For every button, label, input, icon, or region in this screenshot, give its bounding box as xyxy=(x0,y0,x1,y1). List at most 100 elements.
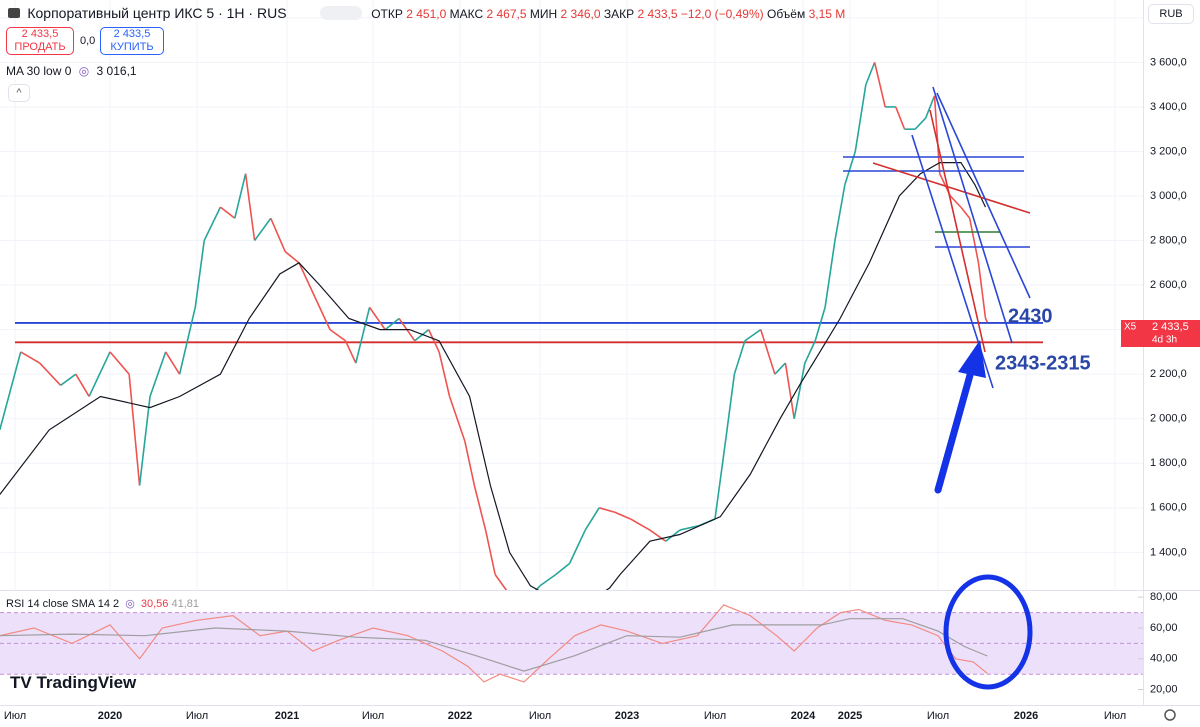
price-segment xyxy=(744,328,762,342)
trend-line xyxy=(932,86,1013,344)
price-segment xyxy=(895,106,906,130)
header-row: Корпоративный центр ИКС 5 · 1H · RUS ОТК… xyxy=(8,5,845,21)
arrow xyxy=(934,340,986,494)
price-segment xyxy=(555,562,571,576)
x-tick-label: 2023 xyxy=(615,710,639,722)
price-segment xyxy=(494,574,508,590)
y-tick-label: 40,00 xyxy=(1150,653,1178,665)
sell-price: 2 433,5 xyxy=(21,28,59,40)
price-segment xyxy=(75,373,90,397)
arrow-shaft xyxy=(934,364,976,494)
price-segment xyxy=(298,262,316,297)
price-segment xyxy=(203,206,222,241)
open-label: ОТКР xyxy=(371,7,403,21)
price-segment xyxy=(968,218,980,263)
price-segment xyxy=(355,307,371,364)
y-tick-label: 80,00 xyxy=(1150,591,1178,603)
price-segment xyxy=(234,173,247,219)
price-segment xyxy=(329,328,346,342)
rsi-icon[interactable]: ◎ xyxy=(125,598,135,610)
price-segment xyxy=(219,206,236,219)
status-pill[interactable] xyxy=(319,6,362,20)
y-tick-label: 3 400,0 xyxy=(1150,101,1187,113)
price-segment xyxy=(949,195,962,208)
price-segment xyxy=(960,206,971,219)
price-segment xyxy=(733,340,746,375)
y-tick-label: 3 600,0 xyxy=(1150,56,1187,68)
volume: 3,15 M xyxy=(808,7,846,21)
price-segment xyxy=(568,529,586,564)
price-segment xyxy=(427,329,440,353)
price-segment xyxy=(109,351,130,375)
change: −12,0 (−0,49%) xyxy=(680,7,764,21)
x-tick-label: Июл xyxy=(186,710,208,722)
ma-icon[interactable]: ◎ xyxy=(78,64,90,78)
trend-line xyxy=(929,109,986,353)
highlight-ellipse xyxy=(943,574,1033,690)
y-tick-label: 20,00 xyxy=(1150,684,1178,696)
price-segment xyxy=(774,362,786,375)
series-line xyxy=(0,162,987,590)
y-tick-label: 3 000,0 xyxy=(1150,190,1187,202)
price-segment xyxy=(630,518,651,531)
ma-value: 3 016,1 xyxy=(96,64,137,78)
price-segment xyxy=(178,307,197,375)
buy-label: КУПИТЬ xyxy=(110,41,154,53)
price-segment xyxy=(814,307,826,341)
price-segment xyxy=(539,573,557,587)
series-line xyxy=(0,604,988,683)
sell-button[interactable]: 2 433,5 ПРОДАТЬ xyxy=(6,27,74,55)
y-tick-label: 2 600,0 xyxy=(1150,279,1187,291)
ma-name: MA 30 low 0 xyxy=(6,64,72,78)
logo: ⁠TV TradingView xyxy=(10,673,137,692)
price-segment xyxy=(834,184,846,241)
tag-price: 2 433,5 xyxy=(1152,321,1189,333)
y-tick-label: 2 000,0 xyxy=(1150,413,1187,425)
symbol: Корпоративный центр ИКС 5 · 1H · RUS xyxy=(27,5,287,21)
price-segment xyxy=(384,317,400,331)
price-segment xyxy=(793,362,806,419)
price-segment xyxy=(414,329,430,342)
price-segment xyxy=(854,84,867,152)
price-segment xyxy=(914,117,927,130)
y-tick-label: 2 800,0 xyxy=(1150,234,1187,246)
currency-button[interactable]: RUB xyxy=(1148,4,1194,24)
logo-text: TradingView xyxy=(36,673,137,692)
arrow-head xyxy=(958,340,986,378)
y-tick-label: 1 800,0 xyxy=(1150,457,1187,469)
ma-legend: MA 30 low 0 ◎ 3 016,1 xyxy=(6,64,137,78)
price-segment xyxy=(584,507,600,531)
buy-button[interactable]: 2 433,5 КУПИТЬ xyxy=(100,27,164,55)
price-segment xyxy=(448,396,466,442)
price-segment xyxy=(473,485,487,531)
x-tick-label: 2024 xyxy=(791,710,816,722)
price-segment xyxy=(824,240,836,308)
symbol-icon xyxy=(8,8,20,18)
collapse-button[interactable]: ^ xyxy=(8,84,30,102)
close: 2 433,5 xyxy=(637,7,678,21)
price-segment xyxy=(924,95,936,119)
low-label: МИН xyxy=(529,7,558,21)
rsi-title: RSI 14 close SMA 14 2 xyxy=(6,598,120,610)
high: 2 467,5 xyxy=(486,7,527,21)
price-segment xyxy=(865,62,876,85)
price-segment xyxy=(679,524,700,531)
price-segment xyxy=(933,95,941,174)
high-label: МАКС xyxy=(449,7,484,21)
x-tick-label: 2020 xyxy=(98,710,122,722)
y-tick-label: 3 200,0 xyxy=(1150,145,1187,157)
price-segment xyxy=(484,529,496,575)
x-tick-label: Июл xyxy=(362,710,384,722)
rsi-legend: RSI 14 close SMA 14 2 ◎ 30,56 41,81 xyxy=(6,597,199,610)
x-tick-label: 2021 xyxy=(275,710,299,722)
rsi-pane xyxy=(0,596,1143,691)
price-segment xyxy=(804,340,816,364)
x-tick-label: 2025 xyxy=(838,710,862,722)
price-segment xyxy=(0,351,22,431)
price-segment xyxy=(464,440,476,486)
settings-icon[interactable] xyxy=(1164,709,1176,721)
price-segment xyxy=(984,318,989,323)
price-segment xyxy=(88,351,111,397)
sell-label: ПРОДАТЬ xyxy=(14,41,66,53)
x-tick-label: Июл xyxy=(4,710,26,722)
